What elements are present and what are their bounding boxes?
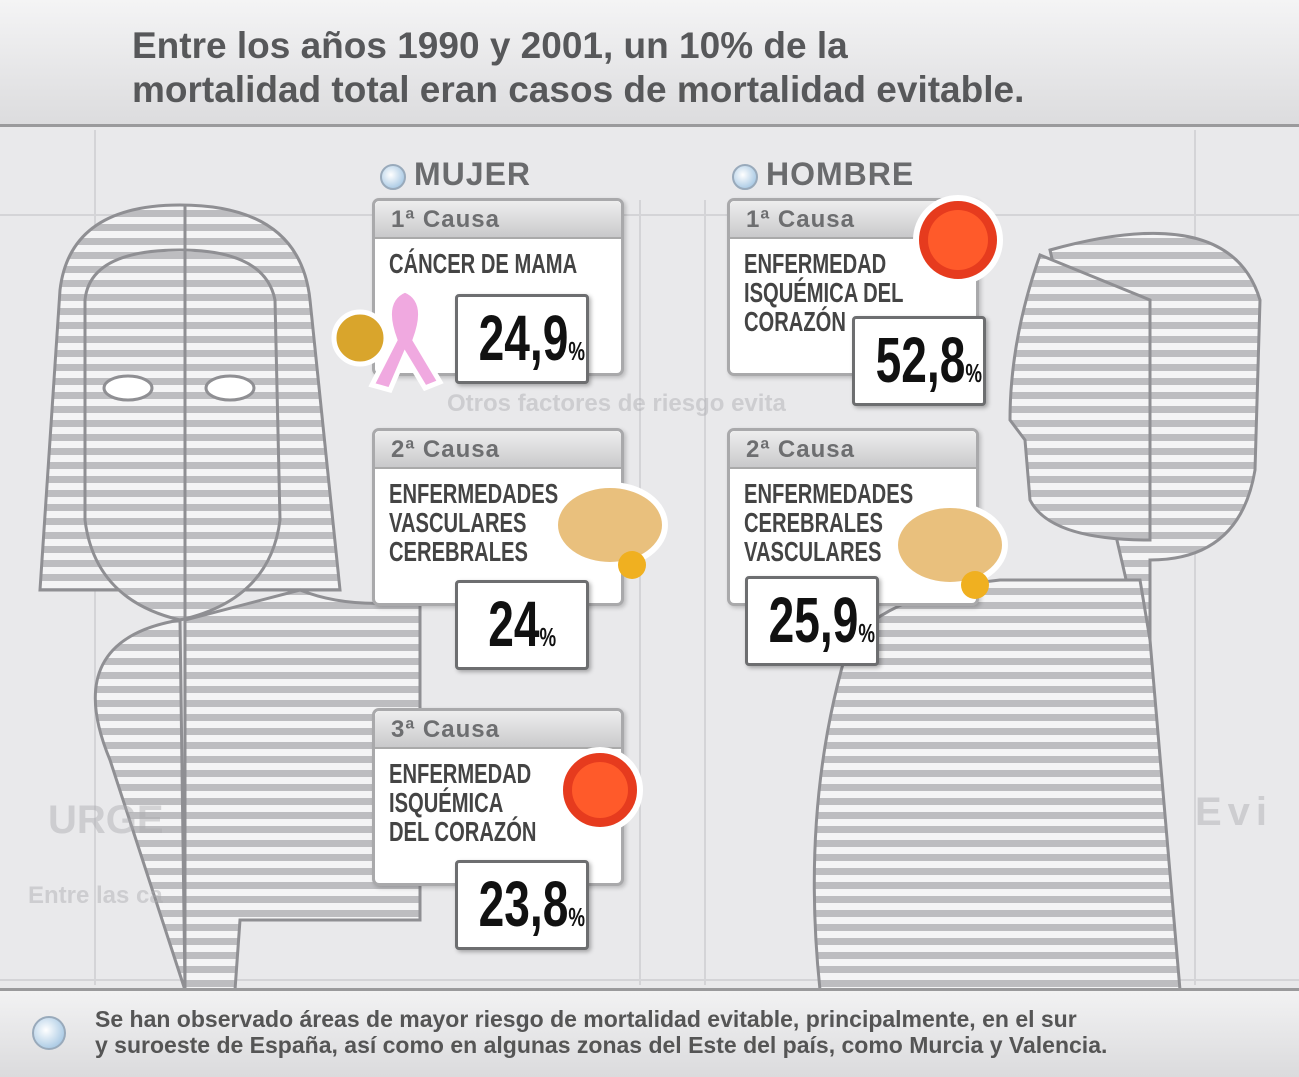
cause-name: CÁNCER DE MAMA (389, 249, 577, 278)
column-label: HOMBRE (766, 156, 915, 192)
value-unit: % (568, 902, 586, 932)
cause-line: ISQUÉMICA (389, 787, 504, 818)
value-number: 23,8 (478, 868, 569, 940)
cause-rank: 2ª Causa (746, 436, 855, 463)
value-box: 24,9% (455, 294, 589, 384)
title-line: mortalidad total eran casos de mortalida… (132, 69, 1025, 110)
value-number: 24,9 (478, 302, 569, 374)
cause-rank: 1ª Causa (746, 206, 855, 233)
value: 25,9% (769, 583, 875, 657)
cause-rank: 1ª Causa (391, 206, 500, 233)
cause-line: CÁNCER DE MAMA (389, 248, 578, 279)
background-text: URGE (48, 798, 164, 842)
cause-line: VASCULARES (389, 507, 527, 538)
cause-line: VASCULARES (744, 536, 882, 567)
footer-bullet (32, 1016, 66, 1050)
value: 24% (488, 587, 556, 661)
cause-name: ENFERMEDAD ISQUÉMICA DEL CORAZÓN (389, 759, 536, 846)
background-text: Otros factores de riesgo evita (447, 390, 786, 417)
card-header (375, 431, 621, 469)
cause-rank: 3ª Causa (391, 716, 500, 743)
value-number: 52,8 (875, 324, 966, 396)
cause-line: ISQUÉMICA DEL (744, 277, 904, 308)
value: 52,8% (876, 323, 982, 397)
cause-rank: 2ª Causa (391, 436, 500, 463)
title: Entre los años 1990 y 2001, un 10% de la… (132, 24, 1024, 112)
background-text: Entre las ca (28, 882, 163, 909)
value-unit: % (568, 336, 586, 366)
value-unit: % (965, 358, 983, 388)
value: 23,8% (479, 867, 585, 941)
footer-text: Se han observado áreas de mayor riesgo d… (95, 1006, 1107, 1058)
footer (0, 988, 1299, 1077)
footer-line: Se han observado áreas de mayor riesgo d… (95, 1006, 1077, 1032)
value-number: 24 (488, 588, 540, 660)
column-bullet (380, 164, 406, 190)
cause-line: ENFERMEDAD (744, 248, 887, 279)
cause-line: CEREBRALES (389, 536, 528, 567)
cause-name: ENFERMEDADES VASCULARES CEREBRALES (389, 479, 558, 566)
column-label: MUJER (414, 156, 532, 192)
value-box: 52,8% (852, 316, 986, 406)
header (0, 0, 1299, 127)
value-box: 25,9% (745, 576, 879, 666)
cause-line: CORAZÓN (744, 306, 846, 337)
cause-name: ENFERMEDAD ISQUÉMICA DEL CORAZÓN (744, 249, 903, 336)
cause-line: ENFERMEDADES (389, 478, 559, 509)
value: 24,9% (479, 301, 585, 375)
cause-line: ENFERMEDADES (744, 478, 914, 509)
card-header (730, 431, 976, 469)
card-header (375, 711, 621, 749)
cause-line: CEREBRALES (744, 507, 883, 538)
cause-line: DEL CORAZÓN (389, 816, 537, 847)
value-box: 24% (455, 580, 589, 670)
background-text: Evi (1195, 790, 1274, 834)
title-line: Entre los años 1990 y 2001, un 10% de la (132, 25, 848, 66)
footer-line: y suroeste de España, así como en alguna… (95, 1032, 1108, 1058)
card-header (375, 201, 621, 239)
value-number: 25,9 (768, 584, 859, 656)
value-unit: % (539, 622, 556, 652)
cause-card: 2ª Causa ENFERMEDADES VASCULARES CEREBRALES (372, 428, 624, 606)
value-unit: % (858, 618, 876, 648)
value-box: 23,8% (455, 860, 589, 950)
cause-name: ENFERMEDADES CEREBRALES VASCULARES (744, 479, 913, 566)
column-bullet (732, 164, 758, 190)
cause-line: ENFERMEDAD (389, 758, 532, 789)
